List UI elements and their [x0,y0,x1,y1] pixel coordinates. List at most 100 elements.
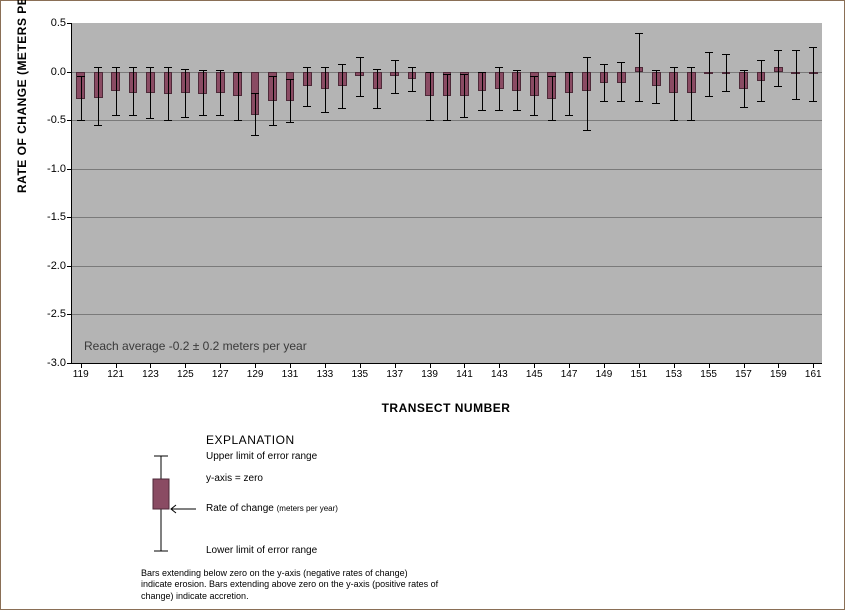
error-cap-lower [495,110,503,111]
error-bar [552,76,553,120]
error-cap-lower [129,115,137,116]
error-bar [377,69,378,109]
error-cap-lower [530,115,538,116]
error-bar [674,67,675,120]
x-tick-label: 119 [73,363,89,380]
error-cap-lower [408,91,416,92]
error-cap-lower [687,120,695,121]
error-cap-upper [600,64,608,65]
error-cap-lower [146,118,154,119]
error-bar [534,76,535,115]
error-cap-upper [199,70,207,71]
legend-rate-units: (meters per year) [277,504,338,513]
error-bar [447,74,448,121]
legend-yaxis: y-axis = zero [206,473,263,484]
error-cap-lower [565,115,573,116]
error-bar [150,67,151,118]
plot-wrap: Reach average -0.2 ± 0.2 meters per year… [71,23,821,363]
legend-lower: Lower limit of error range [206,545,317,556]
error-cap-upper [269,76,277,77]
error-cap-upper [94,67,102,68]
error-cap-lower [338,108,346,109]
error-cap-upper [705,52,713,53]
error-cap-upper [286,79,294,80]
y-tick-label: -1.5 [47,211,72,223]
error-cap-lower [234,120,242,121]
y-tick-label: -2.0 [47,260,72,272]
legend-upper: Upper limit of error range [206,451,317,462]
error-cap-lower [112,115,120,116]
error-cap-lower [269,125,277,126]
error-cap-lower [478,110,486,111]
error-bar [778,50,779,86]
x-tick-label: 143 [491,363,508,380]
y-tick-label: 0.0 [51,66,72,78]
error-cap-lower [757,101,765,102]
error-bar [255,93,256,135]
error-cap-lower [443,120,451,121]
x-tick-label: 159 [770,363,787,380]
error-cap-upper [234,72,242,73]
x-tick-label: 147 [561,363,578,380]
plot-area: Reach average -0.2 ± 0.2 meters per year… [71,23,822,364]
error-bar [185,69,186,118]
error-cap-upper [77,76,85,77]
error-cap-lower [181,117,189,118]
x-tick-label: 153 [665,363,682,380]
error-bar [290,79,291,122]
x-tick-label: 125 [177,363,194,380]
error-cap-lower [460,117,468,118]
error-bar [395,60,396,93]
x-tick-label: 133 [317,363,334,380]
error-cap-lower [373,108,381,109]
error-bar [744,70,745,107]
error-bar [220,70,221,116]
error-cap-upper [303,67,311,68]
grid-line [72,217,822,218]
error-bar [726,54,727,91]
error-cap-upper [635,33,643,34]
x-axis-label: TRANSECT NUMBER [71,401,821,415]
error-bar [482,72,483,111]
error-cap-lower [391,93,399,94]
error-cap-lower [583,130,591,131]
y-tick-label: -3.0 [47,357,72,369]
error-bar [796,50,797,99]
error-bar [116,67,117,116]
error-cap-upper [565,72,573,73]
error-cap-upper [740,70,748,71]
x-tick-label: 137 [386,363,403,380]
error-bar [587,57,588,130]
error-bar [639,33,640,101]
error-cap-upper [146,67,154,68]
error-cap-upper [181,69,189,70]
error-cap-upper [722,54,730,55]
error-bar [98,67,99,125]
error-cap-upper [129,67,137,68]
error-cap-upper [583,57,591,58]
error-cap-lower [705,96,713,97]
y-axis-label: RATE OF CHANGE (METERS PER YEAR) [15,0,29,193]
error-bar [656,70,657,103]
legend-glyph [141,451,201,561]
error-cap-lower [251,135,259,136]
error-cap-lower [164,120,172,121]
error-cap-lower [670,120,678,121]
error-cap-upper [774,50,782,51]
y-tick-label: -0.5 [47,114,72,126]
legend-title: EXPLANATION [206,433,661,447]
error-cap-lower [652,103,660,104]
error-cap-lower [513,110,521,111]
error-bar [360,57,361,96]
error-cap-upper [757,60,765,61]
error-cap-upper [652,70,660,71]
error-cap-upper [530,76,538,77]
x-tick-label: 151 [631,363,648,380]
chart-page: RATE OF CHANGE (METERS PER YEAR) Reach a… [0,0,845,610]
error-cap-upper [216,70,224,71]
error-cap-lower [722,91,730,92]
error-bar [569,72,570,116]
error-cap-lower [286,122,294,123]
error-bar [412,67,413,91]
error-cap-lower [635,101,643,102]
